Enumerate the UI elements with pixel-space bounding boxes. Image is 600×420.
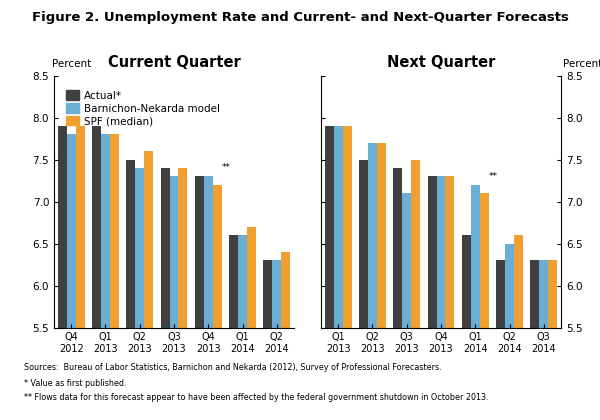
Bar (359, 160, 368, 328)
Bar (505, 244, 514, 328)
Bar (428, 176, 437, 328)
Bar (539, 260, 548, 328)
Text: * Value as first published.: * Value as first published. (24, 379, 127, 388)
Title: Current Quarter: Current Quarter (107, 55, 241, 70)
Text: **: ** (488, 172, 497, 181)
Bar (411, 160, 420, 328)
Bar (161, 168, 170, 328)
Bar (343, 126, 352, 328)
Bar (92, 126, 101, 328)
Bar (144, 151, 153, 328)
Bar (229, 235, 238, 328)
Bar (101, 134, 110, 328)
Bar (437, 176, 445, 328)
Bar (480, 193, 488, 328)
Bar (195, 176, 204, 328)
Bar (402, 193, 411, 328)
Bar (548, 260, 557, 328)
Bar (394, 168, 402, 328)
Bar (247, 227, 256, 328)
Bar (263, 260, 272, 328)
Text: Sources:  Bureau of Labor Statistics, Barnichon and Nekarda (2012), Survey of Pr: Sources: Bureau of Labor Statistics, Bar… (24, 363, 442, 372)
Text: Figure 2. Unemployment Rate and Current- and Next-Quarter Forecasts: Figure 2. Unemployment Rate and Current-… (32, 10, 568, 24)
Bar (530, 260, 539, 328)
Text: Percent: Percent (563, 59, 600, 69)
Bar (462, 235, 471, 328)
Bar (445, 176, 454, 328)
Text: ** Flows data for this forecast appear to have been affected by the federal gove: ** Flows data for this forecast appear t… (24, 393, 488, 402)
Bar (514, 235, 523, 328)
Bar (238, 235, 247, 328)
Bar (281, 252, 290, 328)
Bar (110, 134, 119, 328)
Text: Percent: Percent (52, 59, 91, 69)
Bar (76, 126, 85, 328)
Bar (496, 260, 505, 328)
Bar (170, 176, 178, 328)
Bar (325, 126, 334, 328)
Bar (135, 168, 144, 328)
Bar (368, 143, 377, 328)
Bar (334, 126, 343, 328)
Bar (67, 134, 76, 328)
Bar (127, 160, 135, 328)
Text: **: ** (221, 163, 230, 172)
Bar (272, 260, 281, 328)
Bar (213, 185, 221, 328)
Bar (204, 176, 213, 328)
Bar (377, 143, 386, 328)
Bar (178, 168, 187, 328)
Legend: Actual*, Barnichon-Nekarda model, SPF (median): Actual*, Barnichon-Nekarda model, SPF (m… (64, 88, 222, 129)
Bar (58, 126, 67, 328)
Title: Next Quarter: Next Quarter (387, 55, 495, 70)
Bar (471, 185, 480, 328)
